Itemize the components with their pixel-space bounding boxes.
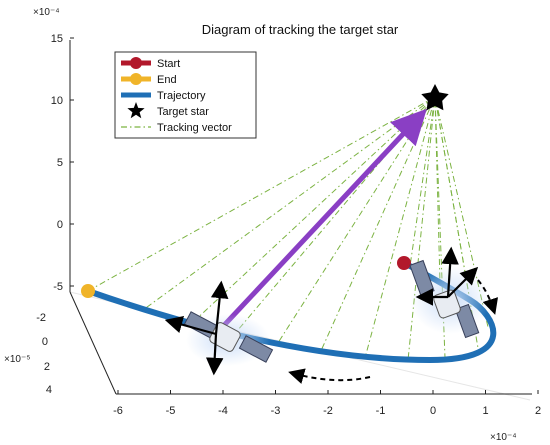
- tracking-vector-line: [407, 96, 436, 361]
- rotation-arrow-icon: [288, 368, 371, 384]
- legend-entry: Target star: [127, 102, 209, 119]
- x-tick-label: -5: [166, 405, 176, 417]
- x-tick-label: -2: [323, 405, 333, 417]
- tracking-vector-line: [231, 96, 436, 338]
- target-star-icon: [421, 84, 449, 111]
- x-tick-label: -3: [271, 405, 281, 417]
- axis-arrow: [164, 316, 217, 336]
- z-tick-label: 5: [57, 157, 63, 169]
- axis-arrow: [441, 246, 459, 298]
- y-tick-label: 0: [42, 336, 48, 348]
- x-tick-labels: -6 -5 -4 -3 -2 -1 0 1 2: [113, 390, 541, 417]
- legend-marker: [130, 73, 142, 85]
- legend-label: End: [157, 74, 177, 86]
- solar-panel: [238, 335, 274, 363]
- legend-star-icon: [127, 102, 145, 119]
- y-tick-labels: 4 2 0 -2: [36, 312, 52, 396]
- y-tick-label: -2: [36, 312, 46, 324]
- tracking-vector-line: [275, 96, 436, 347]
- z-tick-label: 15: [51, 33, 63, 45]
- legend-items: Start End Trajectory Target star Tracking ve…: [121, 57, 232, 134]
- tracking-vector-line: [409, 96, 436, 267]
- x-tick-label: -1: [376, 405, 386, 417]
- y-tick-label: 2: [44, 361, 50, 373]
- legend-entry: End: [121, 73, 177, 86]
- x-tick-label: 1: [482, 405, 488, 417]
- z-exponent-label: ×10⁻⁴: [33, 7, 60, 18]
- y-axis-line: [69, 291, 117, 395]
- z-tick-label: 0: [57, 219, 63, 231]
- axis-arrows-icon: [164, 280, 229, 376]
- tracking-vector-line: [142, 96, 436, 311]
- chart-title: Diagram of tracking the target star: [202, 22, 399, 37]
- rotation-arrow-icon: [477, 279, 499, 315]
- y-tick-label: 4: [46, 384, 52, 396]
- axis-arrow: [210, 280, 229, 335]
- tracking-vector-line: [87, 96, 436, 292]
- tracking-vector-line: [319, 96, 436, 354]
- x-exponent-label: ×10⁻⁴: [490, 432, 517, 443]
- legend-entry: Start: [121, 57, 180, 70]
- legend-marker: [130, 57, 142, 69]
- legend: Start End Trajectory Target star Tracking ve…: [114, 51, 257, 139]
- solar-panel: [454, 303, 480, 339]
- axis-arrow: [447, 266, 479, 298]
- legend-entry: Trajectory: [121, 90, 206, 102]
- pointing-vector: [213, 108, 427, 337]
- x-tick-label: -4: [218, 405, 228, 417]
- y-exponent-label: ×10⁻⁵: [4, 354, 30, 365]
- satellite-icon: [183, 311, 274, 366]
- x-tick-label: 2: [535, 405, 541, 417]
- end-marker: [81, 284, 95, 298]
- axes: [69, 40, 532, 395]
- legend-label: Target star: [157, 106, 209, 118]
- z-tick-label: -5: [53, 281, 63, 293]
- axis-arrow: [205, 333, 224, 376]
- tracking-vector-line: [434, 96, 441, 284]
- x-tick-label: -6: [113, 405, 123, 417]
- legend-entry: Tracking vector: [121, 122, 232, 134]
- start-marker: [397, 256, 411, 270]
- z-tick-label: 10: [51, 95, 63, 107]
- x-tick-label: 0: [430, 405, 436, 417]
- legend-label: Start: [157, 58, 180, 70]
- legend-label: Trajectory: [157, 90, 206, 102]
- legend-label: Tracking vector: [157, 122, 232, 134]
- axis-arrows-icon: [415, 246, 479, 306]
- tracking-vector-line: [434, 96, 489, 328]
- z-tick-labels: 15 10 5 0 -5: [51, 33, 74, 293]
